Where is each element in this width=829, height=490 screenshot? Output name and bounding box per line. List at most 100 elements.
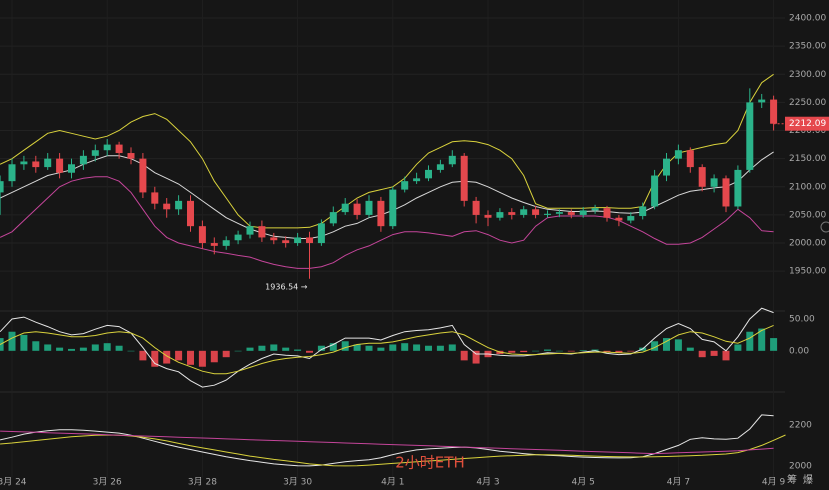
y-tick-label: 2200 bbox=[789, 420, 812, 430]
x-tick-label: 3月 24 bbox=[0, 477, 27, 488]
x-tick-label: 3月 28 bbox=[188, 477, 217, 488]
band-line bbox=[0, 73, 774, 229]
macd-bar bbox=[555, 350, 563, 352]
candle-body bbox=[698, 167, 706, 187]
macd-bar bbox=[32, 341, 40, 351]
candle-body bbox=[663, 158, 670, 176]
candle-body bbox=[8, 164, 16, 182]
macd-bar bbox=[258, 345, 266, 351]
candle-body bbox=[413, 178, 421, 182]
watermark: 2小时ETH bbox=[395, 454, 464, 472]
macd-bar bbox=[79, 347, 87, 351]
candle-body bbox=[460, 155, 468, 201]
macd-bar bbox=[436, 345, 444, 351]
candle-body bbox=[436, 164, 444, 170]
macd-bar bbox=[460, 350, 468, 361]
macd-bar bbox=[674, 339, 682, 351]
y-tick-label: 2000 bbox=[789, 461, 812, 471]
candle-body bbox=[91, 150, 99, 156]
y-tick-label: 2300.00 bbox=[789, 70, 826, 80]
macd-bar bbox=[603, 350, 611, 353]
x-tick-label: 4月 9 bbox=[762, 477, 786, 488]
macd-bar bbox=[686, 347, 694, 351]
low-annotation: 1936.54 → bbox=[265, 282, 308, 291]
candle-body bbox=[79, 155, 87, 165]
macd-bar bbox=[401, 343, 409, 351]
candle-body bbox=[365, 200, 373, 215]
macd-bar bbox=[734, 344, 742, 351]
scroll-icon[interactable] bbox=[820, 221, 829, 233]
candle-body bbox=[210, 243, 218, 246]
macd-bar bbox=[448, 344, 456, 351]
macd-bar bbox=[710, 350, 718, 356]
y-tick-label: 2100.00 bbox=[789, 182, 826, 192]
macd-bar bbox=[698, 350, 706, 358]
macd-bar bbox=[234, 350, 242, 352]
candle-body bbox=[484, 214, 492, 218]
toolbar-button[interactable]: 筹 bbox=[787, 473, 797, 486]
candle-body bbox=[163, 203, 171, 210]
candle-body bbox=[770, 99, 778, 124]
macd-bar bbox=[127, 350, 135, 352]
candle-body bbox=[115, 144, 123, 154]
candle-body bbox=[639, 206, 647, 217]
macd-bar bbox=[282, 347, 290, 351]
y-tick-label: 2400.00 bbox=[789, 14, 826, 24]
candle-body bbox=[139, 158, 147, 193]
candle-body bbox=[734, 169, 742, 207]
y-tick-label: 2150.00 bbox=[789, 154, 826, 164]
macd-bar bbox=[222, 350, 230, 358]
macd-bar bbox=[389, 344, 397, 351]
last-price-tag bbox=[785, 116, 829, 131]
candle-body bbox=[306, 237, 313, 244]
macd-line bbox=[0, 324, 774, 375]
macd-bar bbox=[56, 347, 64, 351]
x-tick-label: 3月 30 bbox=[283, 477, 312, 488]
macd-bar bbox=[627, 350, 635, 352]
candle-body bbox=[544, 213, 551, 215]
candle-body bbox=[270, 237, 278, 241]
macd-bar bbox=[365, 345, 373, 351]
macd-bar bbox=[472, 350, 480, 364]
macd-bar bbox=[746, 331, 754, 351]
macd-bar bbox=[353, 344, 361, 351]
macd-bar bbox=[758, 328, 766, 351]
candle-body bbox=[44, 158, 52, 168]
macd-bar bbox=[139, 350, 147, 361]
candle-body bbox=[567, 212, 575, 215]
macd-bar bbox=[663, 338, 670, 351]
candle-body bbox=[520, 209, 528, 215]
macd-bar bbox=[210, 350, 218, 363]
candle-body bbox=[710, 178, 718, 187]
candle-body bbox=[472, 200, 480, 215]
macd-bar bbox=[532, 350, 540, 352]
macd-bar bbox=[722, 350, 730, 361]
last-price-label: 2212.09 bbox=[789, 119, 826, 129]
candle-body bbox=[353, 203, 361, 215]
y-tick-label: 0.00 bbox=[789, 346, 809, 356]
macd-bar bbox=[246, 347, 254, 351]
macd-bar bbox=[8, 331, 16, 351]
candle-body bbox=[651, 175, 659, 207]
macd-bar bbox=[187, 350, 194, 365]
candle-body bbox=[686, 150, 694, 168]
candle-body bbox=[258, 226, 266, 238]
macd-bar bbox=[615, 350, 623, 353]
x-tick-label: 4月 1 bbox=[381, 477, 404, 488]
macd-bar bbox=[591, 349, 599, 351]
candle-body bbox=[329, 212, 337, 224]
candle-body bbox=[187, 200, 194, 227]
candle-body bbox=[222, 240, 230, 246]
candle-body bbox=[377, 200, 385, 227]
candle-body bbox=[627, 216, 635, 221]
macd-bar bbox=[341, 341, 349, 351]
macd-bar bbox=[175, 350, 183, 361]
candle-body bbox=[615, 217, 623, 221]
macd-bar bbox=[306, 350, 313, 353]
macd-bar bbox=[91, 344, 99, 351]
y-tick-label: 2350.00 bbox=[789, 42, 826, 52]
y-tick-label: 2200.00 bbox=[789, 126, 826, 136]
y-tick-label: 50.00 bbox=[789, 315, 815, 325]
toolbar-button[interactable]: 爆 bbox=[803, 474, 813, 486]
